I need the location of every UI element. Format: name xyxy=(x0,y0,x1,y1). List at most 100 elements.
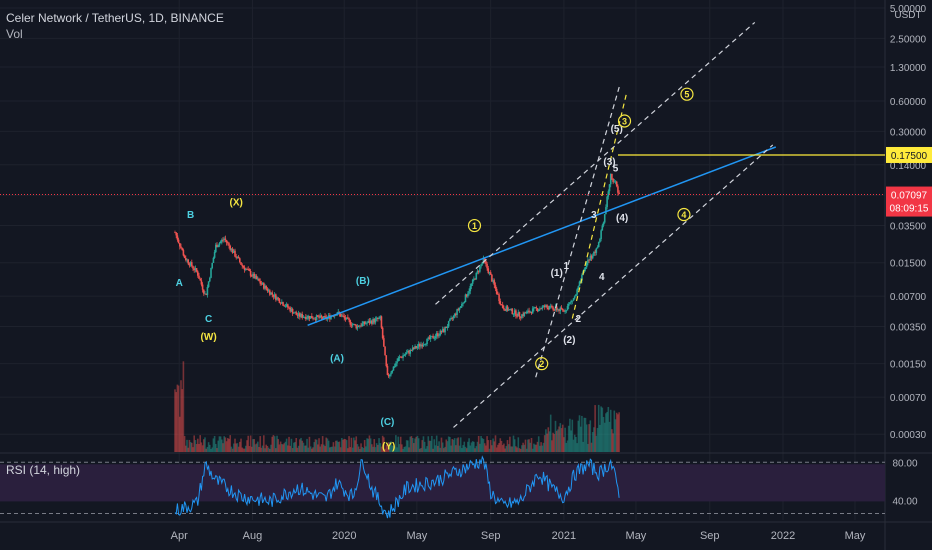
volume-bar xyxy=(491,445,493,452)
rsi-level-80: 80.00 xyxy=(892,458,917,469)
volume-bar xyxy=(191,442,193,452)
volume-bar xyxy=(201,445,204,452)
wave-label-text: 4 xyxy=(599,272,605,283)
volume-bar xyxy=(588,424,590,452)
candle-body xyxy=(233,250,235,253)
volume-bar xyxy=(297,445,300,452)
volume-bar xyxy=(511,446,514,452)
volume-bar xyxy=(431,435,433,452)
candle-body xyxy=(396,361,398,364)
candle-body xyxy=(281,302,283,304)
volume-bar xyxy=(501,445,504,452)
price-tick-label: 1.30000 xyxy=(890,63,927,74)
candle-body xyxy=(609,173,612,185)
volume-bar xyxy=(230,446,233,452)
candle-body xyxy=(563,310,565,312)
volume-bar xyxy=(571,419,574,452)
volume-bar xyxy=(559,423,562,452)
volume-bar xyxy=(247,435,250,452)
candle-body xyxy=(427,337,430,339)
candle-body xyxy=(213,252,216,258)
candle-body xyxy=(479,266,481,272)
volume-bar xyxy=(602,416,605,452)
candle-body xyxy=(603,214,606,223)
candle-body xyxy=(477,270,480,272)
volume-bar xyxy=(529,442,532,452)
volume-bar xyxy=(264,448,266,452)
wave-label-text: 2 xyxy=(576,314,582,325)
volume-bar xyxy=(467,441,469,452)
candle-body xyxy=(523,312,526,316)
volume-bar xyxy=(248,446,251,452)
candle-body xyxy=(212,257,215,263)
volume-bar xyxy=(555,430,558,452)
volume-bar xyxy=(471,441,474,452)
candle-body xyxy=(185,257,187,261)
price-tick-label: 0.30000 xyxy=(890,127,927,138)
candle-body xyxy=(531,308,534,314)
price-tick-label: 5.00000 xyxy=(890,4,927,15)
volume-bar xyxy=(336,440,338,452)
volume-bar xyxy=(181,389,184,452)
volume-bar xyxy=(552,432,554,452)
candle-body xyxy=(607,191,610,197)
volume-bar xyxy=(528,439,530,452)
candle-body xyxy=(393,366,396,368)
candle-body xyxy=(426,338,428,345)
last-price-badge xyxy=(886,186,932,217)
candle-body xyxy=(205,293,208,295)
candle-body xyxy=(429,335,432,340)
candle-body xyxy=(560,307,563,309)
candle-body xyxy=(602,222,605,226)
volume-bar xyxy=(326,438,329,452)
candle-body xyxy=(313,318,316,320)
candle-body xyxy=(467,293,469,297)
volume-bar xyxy=(603,422,606,452)
volume-bar xyxy=(486,436,488,452)
candle-body xyxy=(309,316,312,319)
candle-body xyxy=(450,317,452,320)
wave-circle xyxy=(617,114,632,128)
volume-bar xyxy=(541,445,544,452)
candle-body xyxy=(506,306,509,311)
candle-body xyxy=(215,244,217,253)
volume-bar xyxy=(506,440,509,452)
volume-bar xyxy=(572,439,575,452)
volume-bars xyxy=(174,361,620,452)
volume-bar xyxy=(203,439,205,452)
volume-bar xyxy=(608,421,611,452)
volume-bar xyxy=(302,442,305,452)
volume-bar xyxy=(273,436,276,452)
volume-bar xyxy=(263,435,265,452)
candle-body xyxy=(367,320,370,323)
volume-bar xyxy=(518,448,521,452)
volume-bar xyxy=(489,440,492,452)
volume-bar xyxy=(437,445,439,452)
volume-bar xyxy=(200,442,203,452)
candle-body xyxy=(237,256,240,259)
candle-body xyxy=(347,317,349,319)
volume-bar xyxy=(540,442,542,452)
candle-body xyxy=(206,287,209,295)
candle-body xyxy=(359,325,361,327)
candle-body xyxy=(566,306,569,311)
candle-body xyxy=(594,251,596,253)
candle-body xyxy=(419,343,421,347)
volume-bar xyxy=(218,436,221,452)
candle-body xyxy=(361,323,364,327)
candle-body xyxy=(611,173,613,179)
candle-body xyxy=(432,335,434,339)
volume-bar xyxy=(450,445,452,452)
candle-body xyxy=(601,225,604,231)
volume-bar xyxy=(372,446,374,452)
volume-bar xyxy=(246,440,248,452)
volume-bar xyxy=(426,446,428,452)
candle-body xyxy=(401,356,403,358)
candle-body xyxy=(565,310,568,312)
volume-bar xyxy=(405,440,408,452)
candle-body xyxy=(217,245,220,248)
wave-label: 5 xyxy=(613,164,619,175)
volume-bar xyxy=(408,447,410,452)
candle-body xyxy=(200,280,203,285)
